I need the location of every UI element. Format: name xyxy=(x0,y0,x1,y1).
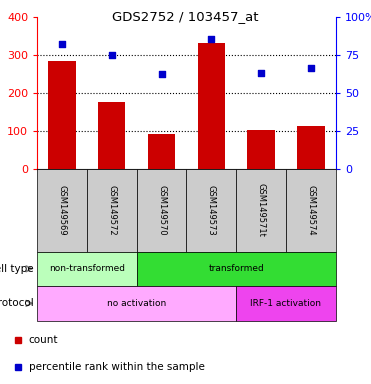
Bar xyxy=(198,43,225,169)
Point xyxy=(109,51,115,58)
Bar xyxy=(98,102,125,169)
Point xyxy=(209,36,214,43)
Text: GSM149573: GSM149573 xyxy=(207,185,216,236)
Bar xyxy=(247,131,275,169)
Text: no activation: no activation xyxy=(107,299,166,308)
Text: non-transformed: non-transformed xyxy=(49,264,125,273)
Text: GSM149574: GSM149574 xyxy=(306,185,315,235)
Text: IRF-1 activation: IRF-1 activation xyxy=(250,299,322,308)
Bar xyxy=(37,169,87,252)
Bar xyxy=(236,169,286,252)
Bar xyxy=(297,126,325,169)
Bar xyxy=(37,252,137,286)
Bar xyxy=(137,169,186,252)
Bar xyxy=(37,286,236,321)
Bar xyxy=(148,134,175,169)
Bar xyxy=(286,169,336,252)
Bar xyxy=(48,61,76,169)
Text: GSM149569: GSM149569 xyxy=(58,185,66,235)
Text: GSM149570: GSM149570 xyxy=(157,185,166,235)
Text: count: count xyxy=(29,335,58,345)
Bar xyxy=(236,286,336,321)
Text: transformed: transformed xyxy=(209,264,264,273)
Text: GSM149571t: GSM149571t xyxy=(257,183,266,237)
Point xyxy=(158,71,164,78)
Text: GDS2752 / 103457_at: GDS2752 / 103457_at xyxy=(112,10,259,23)
Point xyxy=(258,70,264,76)
Text: cell type: cell type xyxy=(0,264,33,274)
Bar xyxy=(137,252,336,286)
Bar xyxy=(87,169,137,252)
Text: GSM149572: GSM149572 xyxy=(107,185,116,235)
Bar xyxy=(186,169,236,252)
Point xyxy=(59,41,65,47)
Text: protocol: protocol xyxy=(0,298,33,308)
Text: percentile rank within the sample: percentile rank within the sample xyxy=(29,362,205,372)
Point xyxy=(308,65,314,71)
